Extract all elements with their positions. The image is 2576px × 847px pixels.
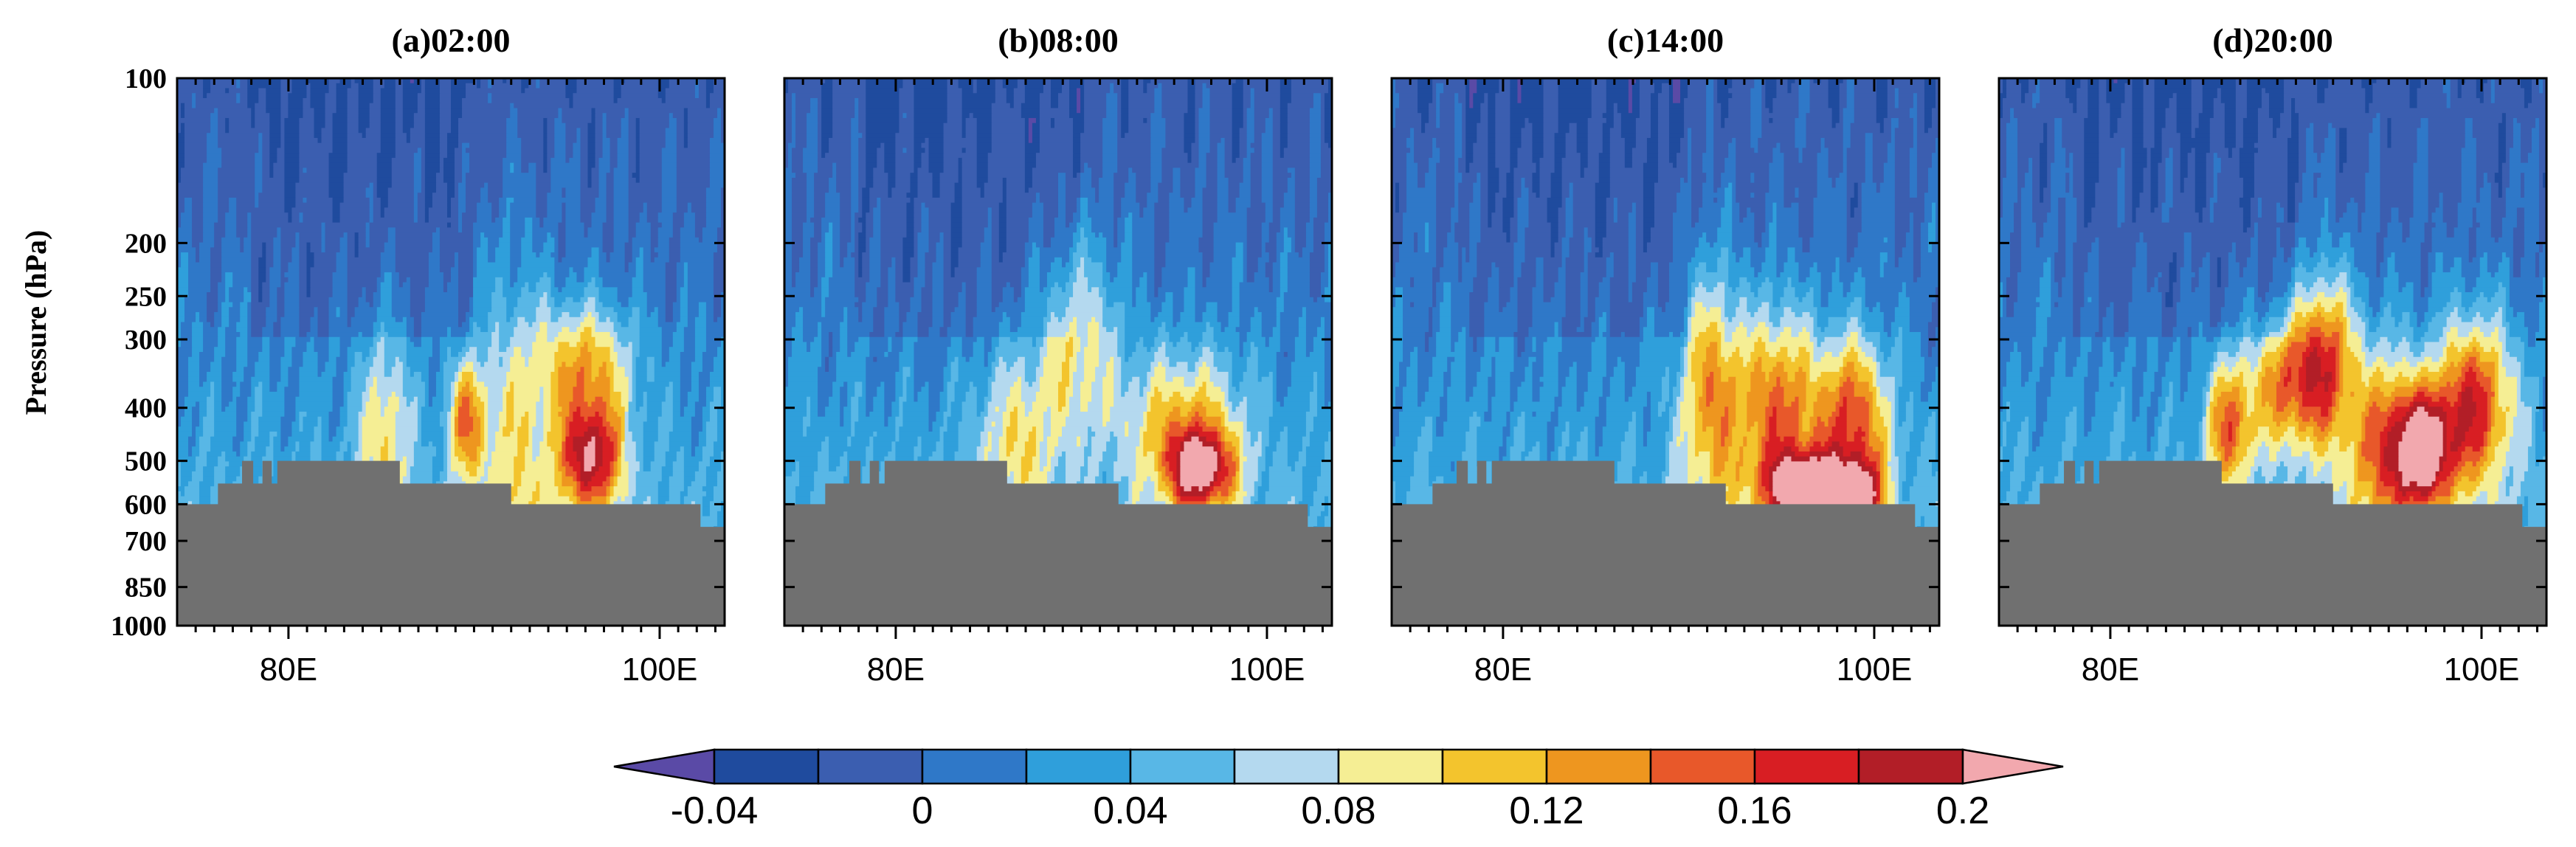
colorbar-box: [1753, 748, 1860, 785]
y-tick-label: 200: [125, 228, 167, 259]
colorbar: -0.04 0 0.04 0.08 0.12 0.16 0.2: [613, 748, 2064, 832]
y-tick-label: 1000: [111, 611, 167, 642]
panel-title: (c)14:00: [1607, 21, 1724, 59]
colorbar-box: [1337, 748, 1444, 785]
colorbar-tick-label: 0.08: [1301, 789, 1375, 832]
panel-a: 100 200 250 300 400 500 600 700 850 1000 80E 100E (a…: [111, 21, 726, 688]
x-tick-label: 100E: [1229, 651, 1305, 688]
panel-frame: [1997, 77, 2548, 627]
colorbar-box: [817, 748, 924, 785]
panel-title: (a)02:00: [392, 21, 511, 59]
colorbar-high-triangle: [1961, 748, 2064, 785]
y-tick-label: 400: [125, 393, 167, 424]
y-tick-label: 100: [125, 63, 167, 94]
panel-title: (d)20:00: [2212, 21, 2333, 59]
panel-c: 80E 100E (c)14:00: [1390, 21, 1941, 688]
colorbar-box: [713, 748, 820, 785]
colorbar-box: [1129, 748, 1236, 785]
colorbar-box: [1857, 748, 1964, 785]
x-tick-label: 80E: [1474, 651, 1532, 688]
colorbar-tick-label: 0.12: [1509, 789, 1584, 832]
x-tick-label: 100E: [1837, 651, 1913, 688]
y-tick-label: 600: [125, 489, 167, 520]
colorbar-tick-label: 0.16: [1717, 789, 1792, 832]
x-tick-label: 80E: [260, 651, 317, 688]
colorbar-tick-label: 0.2: [1936, 789, 1989, 832]
terrain-mask: [1999, 460, 2546, 626]
colorbar-tick-label: 0.04: [1093, 789, 1167, 832]
colorbar-box: [1545, 748, 1652, 785]
x-tick-label: 100E: [622, 651, 698, 688]
x-tick-label: 100E: [2444, 651, 2520, 688]
y-tick-label: 850: [125, 573, 167, 604]
y-axis-label: Pressure (hPa): [19, 230, 52, 415]
terrain-mask: [784, 460, 1332, 626]
panel-frame: [1390, 77, 1941, 627]
terrain-mask: [1392, 460, 1939, 626]
panel-d: 80E 100E (d)20:00: [1997, 21, 2548, 688]
colorbar-low-triangle: [613, 748, 716, 785]
y-tick-label: 300: [125, 325, 167, 356]
shaded-field: [1999, 78, 2546, 542]
shaded-field: [1392, 78, 1939, 542]
y-tick-label: 250: [125, 281, 167, 312]
colorbar-tick-label: 0: [912, 789, 933, 832]
panel-frame: [783, 77, 1333, 627]
panel-b: 80E 100E (b)08:00: [783, 21, 1333, 688]
colorbar-box: [921, 748, 1028, 785]
colorbar-box: [1441, 748, 1548, 785]
colorbar-box: [1233, 748, 1340, 785]
panel-title: (b)08:00: [998, 21, 1119, 59]
colorbar-tick-label: -0.04: [671, 789, 759, 832]
y-tick-label: 500: [125, 446, 167, 477]
shaded-field: [177, 78, 725, 542]
shaded-field: [784, 78, 1332, 542]
colorbar-box: [1025, 748, 1132, 785]
x-tick-label: 80E: [867, 651, 925, 688]
panel-frame: [176, 77, 726, 627]
colorbar-box: [1649, 748, 1756, 785]
x-tick-label: 80E: [2082, 651, 2139, 688]
y-tick-label: 700: [125, 526, 167, 557]
terrain-mask: [177, 460, 725, 626]
